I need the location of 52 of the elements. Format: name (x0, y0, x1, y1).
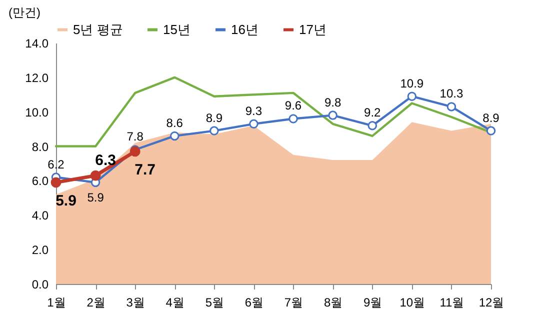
point (486, 126, 496, 136)
data-label: 8.9 (482, 110, 500, 125)
y-tick-label: 4.0 (32, 208, 49, 223)
x-tick-label: 2월 (86, 296, 106, 310)
data-label: 10.9 (400, 76, 424, 90)
y-tick-label: 8.0 (32, 140, 49, 154)
data-label: 10.3 (440, 86, 464, 101)
point (446, 102, 456, 112)
x-tick-label: 6월 (244, 296, 264, 310)
point (170, 131, 180, 141)
x-tick-label: 9월 (364, 296, 382, 310)
x-tick-label: 3월 (126, 296, 145, 310)
x-tick-label: 11월 (440, 296, 464, 310)
data-label: 7.7 (134, 161, 156, 178)
point (210, 126, 219, 136)
y-tick-label: 2.0 (32, 243, 49, 258)
x-tick-label: 4월 (166, 296, 184, 310)
data-label: 8.6 (166, 116, 184, 130)
data-label: 5.9 (87, 190, 104, 204)
data-label: 6.3 (95, 152, 116, 169)
x-tick-label: 10월 (400, 296, 426, 310)
legend-label: 16년 (231, 22, 258, 37)
data-label: 9.8 (324, 95, 342, 110)
x-tick-label: 8월 (324, 296, 343, 310)
data-label: 8.9 (206, 110, 223, 125)
y-tick-label: 12.0 (25, 70, 49, 85)
data-label: 5.9 (56, 192, 76, 210)
x-tick-label: 12월 (478, 296, 504, 310)
data-label: 9.2 (364, 106, 382, 120)
y-tick-label: 0.0 (32, 278, 49, 292)
point (407, 92, 417, 101)
x-tick-label: 1월 (47, 296, 66, 310)
legend-label: 15년 (163, 22, 190, 37)
legend-label: 5년 평균 (73, 22, 123, 37)
point (328, 110, 338, 120)
x-tick-label: 7월 (284, 296, 304, 310)
data-label: 9.3 (245, 104, 262, 118)
point (130, 146, 140, 157)
y-tick-label: 14.0 (25, 36, 49, 50)
y-axis-title: (만건) (8, 6, 40, 20)
y-tick-label: 6.0 (32, 174, 49, 188)
point (50, 177, 62, 188)
data-label: 6.2 (48, 157, 65, 172)
point (249, 119, 258, 129)
data-label: 9.6 (284, 98, 302, 113)
legend-label: 17년 (299, 22, 326, 37)
point (288, 114, 298, 124)
y-tick-label: 10.0 (25, 105, 49, 120)
point (368, 121, 377, 130)
point (90, 170, 101, 181)
data-label: 7.8 (126, 130, 144, 144)
x-tick-label: 5월 (205, 296, 224, 310)
